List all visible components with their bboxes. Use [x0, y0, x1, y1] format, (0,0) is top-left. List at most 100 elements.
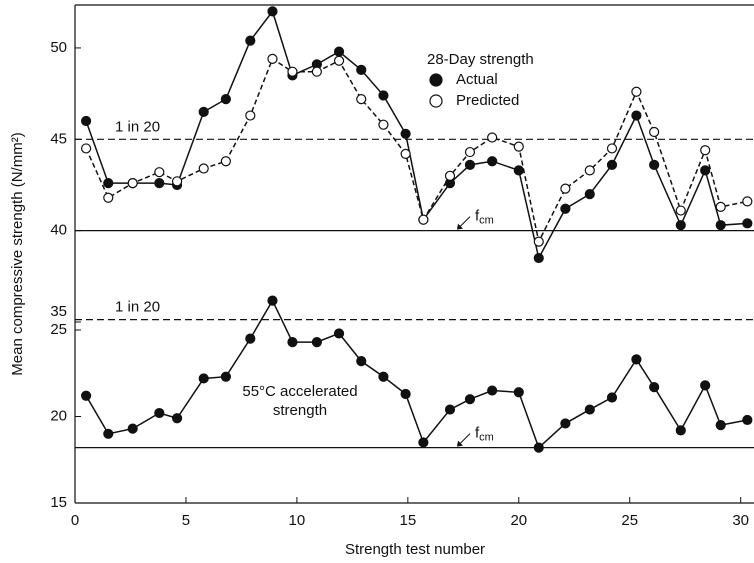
y-tick-label: 50 [50, 39, 67, 56]
y-tick-label: 15 [50, 494, 67, 511]
arrow-head [457, 440, 463, 447]
data-point [311, 337, 322, 348]
data-point [742, 218, 753, 229]
data-point [333, 55, 345, 66]
annotation: strength [273, 402, 327, 419]
data-point [487, 132, 498, 143]
data-point [103, 192, 114, 203]
data-point [311, 66, 322, 77]
y-tick-label: 20 [50, 407, 67, 424]
data-point [400, 128, 411, 139]
series-line [85, 298, 748, 449]
x-axis-label: Strength test number [345, 541, 485, 558]
data-point [584, 189, 595, 200]
reference-label: fcm [475, 208, 494, 227]
data-point [700, 165, 711, 176]
legend-title: 28-Day strength [427, 51, 534, 68]
data-point [356, 356, 367, 367]
data-point [154, 178, 165, 189]
data-point [444, 404, 456, 415]
data-point [700, 145, 711, 156]
data-point [631, 110, 642, 121]
data-point [154, 167, 165, 178]
y-tick-label: 40 [50, 222, 67, 239]
data-point [267, 295, 278, 306]
data-point [631, 86, 642, 97]
data-point [378, 90, 389, 101]
legend-marker [429, 73, 443, 87]
x-tick-label: 5 [182, 512, 190, 529]
y-tick-label: 25 [50, 321, 67, 338]
x-tick-label: 10 [289, 512, 306, 529]
data-point [287, 66, 298, 77]
data-point [533, 236, 544, 247]
data-point [80, 143, 92, 154]
reference-label-sub: cm [479, 215, 494, 227]
data-point [245, 333, 256, 344]
data-point [356, 64, 367, 75]
data-point [400, 148, 411, 160]
data-point [80, 390, 92, 401]
data-point [584, 165, 595, 176]
data-point [715, 201, 726, 212]
x-tick-label: 25 [621, 512, 638, 529]
data-point [103, 428, 114, 439]
data-point [103, 178, 114, 189]
data-point [287, 337, 298, 348]
data-point [198, 163, 209, 174]
data-point [171, 176, 183, 187]
x-tick-label: 15 [399, 512, 416, 529]
data-point [333, 46, 345, 57]
data-point [378, 119, 389, 130]
x-tick-label: 20 [510, 512, 527, 529]
y-tick-label: 35 [50, 303, 67, 320]
y-tick-label: 45 [50, 130, 67, 147]
data-point [80, 115, 92, 127]
data-point [649, 126, 660, 138]
data-point [198, 106, 209, 117]
data-point [418, 437, 429, 448]
data-point [487, 385, 498, 396]
data-point [154, 407, 165, 419]
data-point [444, 170, 456, 181]
data-point [533, 442, 544, 453]
data-point [400, 388, 411, 400]
legend-marker [429, 94, 443, 108]
data-point [267, 6, 278, 17]
reference-label: fcm [475, 425, 494, 444]
data-point [464, 146, 476, 158]
arrow-head [457, 223, 463, 230]
data-point [245, 35, 256, 46]
data-point [606, 143, 618, 154]
data-point [245, 110, 256, 121]
data-point [649, 159, 660, 170]
data-point [127, 178, 138, 189]
data-point [464, 159, 476, 170]
data-point [487, 156, 498, 167]
data-point [220, 371, 231, 382]
annotation: 55°C accelerated [242, 383, 357, 400]
data-point [606, 159, 618, 170]
data-point [464, 394, 476, 405]
reference-label-main: f [475, 425, 480, 442]
data-point [742, 414, 753, 426]
data-point [584, 404, 595, 415]
y-axis-label: Mean compressive strength (N/mm²) [9, 132, 26, 375]
data-point [560, 418, 571, 429]
data-point [418, 214, 429, 225]
data-point [513, 141, 524, 152]
data-point [560, 203, 571, 214]
data-point [356, 93, 367, 105]
data-point [127, 423, 138, 434]
data-point [171, 413, 183, 424]
series-line [85, 9, 748, 261]
data-point [715, 220, 726, 231]
data-point [606, 392, 618, 403]
data-point [513, 387, 524, 398]
data-point [220, 93, 231, 105]
arrow [458, 433, 471, 445]
data-point [742, 196, 753, 207]
data-point [675, 220, 686, 231]
data-point [715, 420, 726, 431]
